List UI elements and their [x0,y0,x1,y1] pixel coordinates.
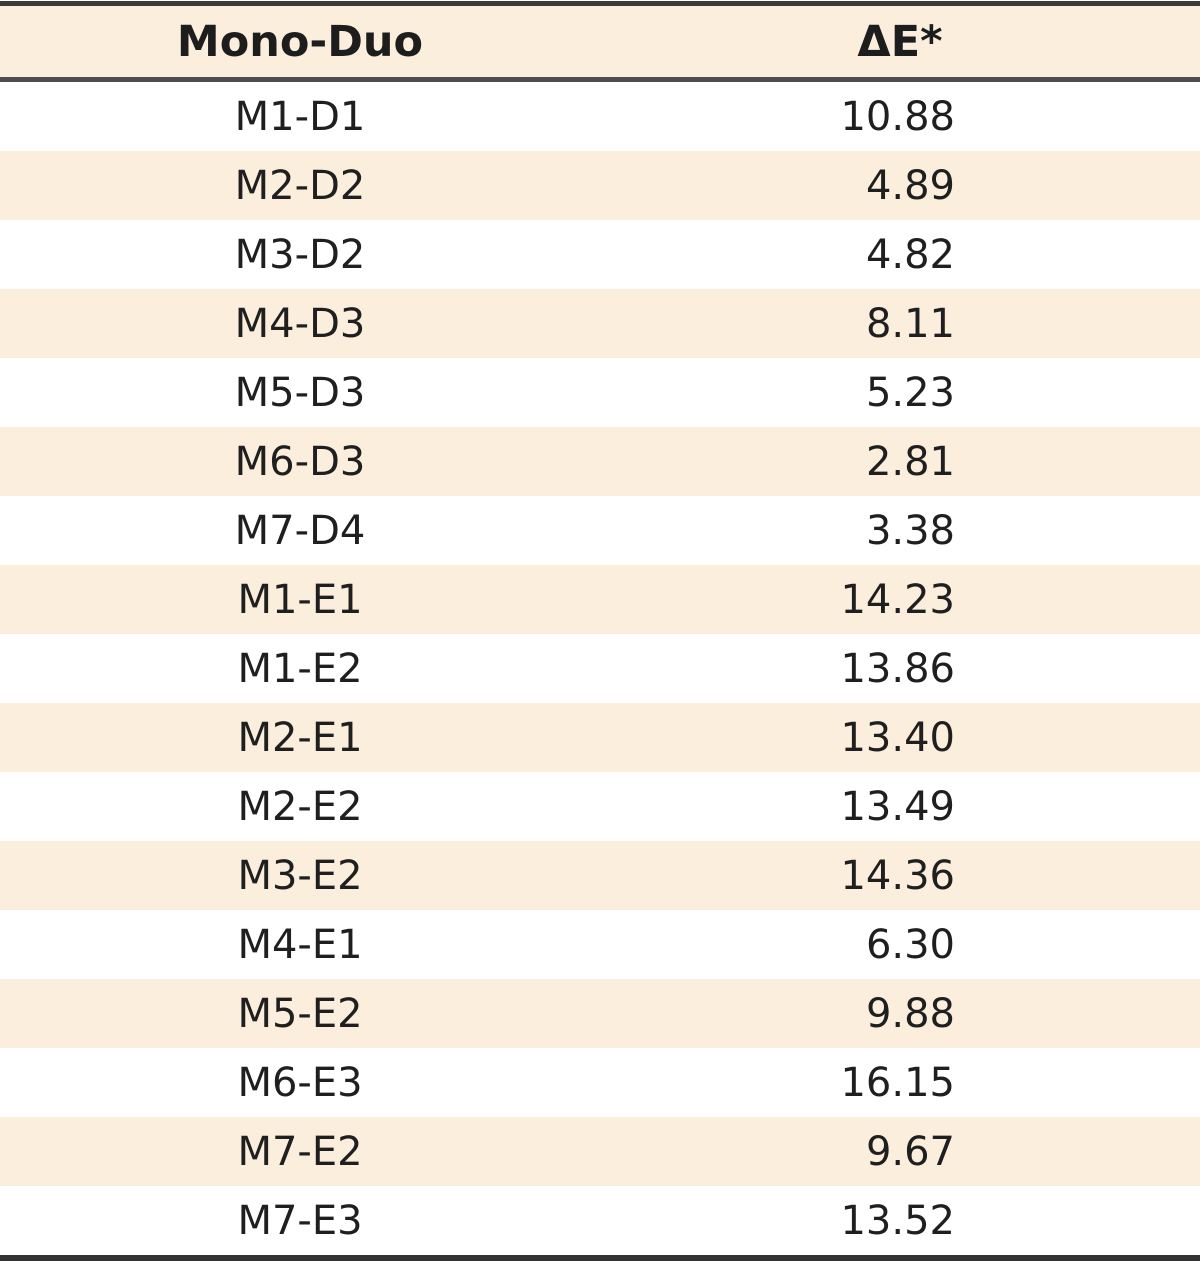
delta-e-cell: 8.11 [865,300,955,347]
table-body: M1-D1 10.88 M2-D2 4.89 M3-D2 4.82 M4-D3 8.11 M5-… [0,79,1200,1258]
pair-cell: M2-E2 [237,783,363,830]
table-row: M2-D2 4.89 [0,151,1200,220]
delta-e-cell: 2.81 [865,438,955,485]
table-row: M4-D3 8.11 [0,289,1200,358]
table-row: M6-E3 16.15 [0,1048,1200,1117]
pair-cell: M3-D2 [234,231,366,278]
pair-cell: M3-E2 [237,852,363,899]
pair-cell: M4-E1 [237,921,363,968]
table-row: M7-E3 13.52 [0,1186,1200,1258]
pair-cell: M4-D3 [234,300,366,347]
delta-e-cell: 3.38 [865,507,955,554]
table-row: M3-D2 4.82 [0,220,1200,289]
header-row: Mono-Duo ΔE* [0,3,1200,82]
pair-cell: M1-E1 [237,576,363,623]
pair-cell: M6-E3 [237,1059,363,1106]
table-row: M6-D3 2.81 [0,427,1200,496]
table-row: M1-E1 14.23 [0,565,1200,634]
delta-e-cell: 9.67 [865,1128,955,1175]
delta-e-cell: 14.23 [840,576,955,623]
table-row: M5-D3 5.23 [0,358,1200,427]
delta-e-cell: 5.23 [865,369,955,416]
pair-cell: M1-E2 [237,645,363,692]
pair-cell: M7-E2 [237,1128,363,1175]
table-row: M2-E1 13.40 [0,703,1200,772]
delta-e-cell: 13.49 [840,783,955,830]
delta-e-cell: 4.89 [865,162,955,209]
pair-cell: M1-D1 [234,93,366,140]
delta-e-cell: 13.52 [840,1197,955,1244]
delta-e-cell: 13.40 [840,714,955,761]
delta-e-cell: 13.86 [840,645,955,692]
delta-e-cell: 14.36 [840,852,955,899]
pair-cell: M5-E2 [237,990,363,1037]
delta-e-cell: 9.88 [865,990,955,1037]
table-row: M2-E2 13.49 [0,772,1200,841]
table-row: M3-E2 14.36 [0,841,1200,910]
pair-cell: M7-D4 [234,507,366,554]
delta-e-cell: 6.30 [865,921,955,968]
pair-cell: M6-D3 [234,438,366,485]
table-row: M7-D4 3.38 [0,496,1200,565]
pair-cell: M2-E1 [237,714,363,761]
delta-e-cell: 4.82 [865,231,955,278]
pair-cell: M2-D2 [234,162,366,209]
column-header-mono-duo: Mono-Duo [0,3,600,82]
table-row: M1-D1 10.88 [0,79,1200,151]
table-row: M7-E2 9.67 [0,1117,1200,1186]
pair-cell: M7-E3 [237,1197,363,1244]
delta-e-cell: 10.88 [840,93,955,140]
delta-e-cell: 16.15 [840,1059,955,1106]
column-header-delta-e: ΔE* [600,3,1200,82]
table-row: M4-E1 6.30 [0,910,1200,979]
table-header: Mono-Duo ΔE* [0,3,1200,82]
pair-cell: M5-D3 [234,369,366,416]
table-row: M1-E2 13.86 [0,634,1200,703]
table-row: M5-E2 9.88 [0,979,1200,1048]
